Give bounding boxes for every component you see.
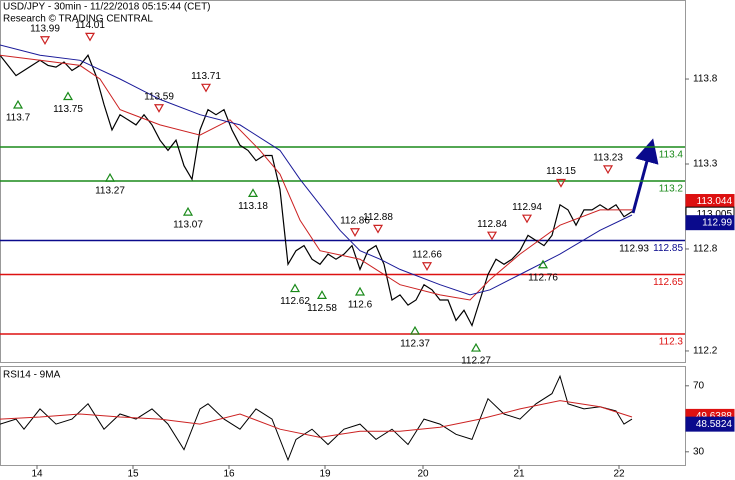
annotation-label: 112.62 [280, 296, 310, 307]
low-marker [62, 91, 74, 101]
x-tick-label: 14 [31, 469, 43, 480]
annotation-label: 112.84 [477, 219, 507, 230]
annotation-label: 112.66 [412, 249, 442, 260]
price-box [685, 416, 735, 432]
annotation-label: 113.71 [191, 71, 221, 82]
x-tick-label: 15 [127, 469, 139, 480]
annotation-label: 112.76 [528, 272, 558, 283]
price-box [685, 215, 735, 231]
annotation-label: 113.15 [546, 166, 576, 177]
level-label: 112.65 [653, 277, 683, 288]
annotation-label: 113.23 [593, 153, 623, 164]
low-marker [289, 283, 301, 293]
chart-subtitle: Research © TRADING CENTRAL [3, 14, 153, 25]
annotation-label: 112.37 [400, 339, 430, 350]
low-marker [354, 286, 366, 296]
price-box-label: 113.005 [697, 209, 733, 220]
x-tick-label: 19 [319, 469, 331, 480]
x-tick-label: 22 [613, 469, 625, 480]
level-label: 112.3 [659, 337, 684, 348]
price-box-label: 112.99 [702, 217, 732, 228]
rsi-line [0, 374, 633, 462]
rsi-average [0, 400, 633, 438]
low-marker [104, 172, 116, 182]
x-tick-label: 16 [223, 469, 235, 480]
y-tick-label: 70 [693, 380, 705, 391]
low-marker [182, 206, 194, 216]
annotation-label: 112.94 [512, 202, 542, 213]
y-tick-label: 30 [693, 446, 705, 457]
annotation-label: 113.7 [6, 113, 31, 124]
price-box-label: 113.044 [697, 196, 733, 207]
moving-average [0, 44, 633, 296]
level-label: 113.2 [659, 184, 684, 195]
annotation-label: 113.07 [173, 220, 203, 231]
high-marker [200, 83, 212, 93]
chart-title: USD/JPY - 30min - 11/22/2018 05:15:44 (C… [3, 2, 211, 13]
high-marker [84, 32, 96, 42]
low-marker [316, 290, 328, 299]
high-marker [372, 224, 384, 234]
low-marker [470, 342, 482, 352]
annotation-label: 114.01 [75, 20, 105, 31]
price-box-label: 49.6388 [696, 411, 733, 422]
low-marker [12, 99, 24, 109]
annotation-label: 113.27 [95, 186, 125, 197]
low-marker [247, 188, 259, 197]
high-marker [602, 165, 614, 175]
high-marker [555, 178, 567, 188]
annotation-label: 112.58 [307, 303, 337, 314]
annotation-label: 113.18 [238, 201, 268, 212]
high-marker [521, 214, 533, 224]
annotation-label: 113.75 [53, 104, 83, 115]
annotation-label: 113.99 [30, 23, 60, 34]
annotation-label: 112.86 [340, 215, 370, 226]
price-box-label: 48.5824 [696, 419, 733, 430]
y-tick-label: 113.3 [693, 159, 718, 170]
annotation-label: 112.6 [348, 300, 373, 311]
annotation-label: 112.88 [363, 212, 393, 223]
y-tick-label: 112.2 [693, 346, 718, 357]
x-tick-label: 21 [513, 469, 525, 480]
high-marker [486, 231, 498, 241]
high-marker [39, 36, 51, 45]
moving-average [0, 54, 632, 301]
level-label: 112.85 [653, 243, 683, 254]
high-marker [349, 228, 361, 237]
high-marker [153, 104, 165, 113]
level-label: 113.4 [659, 150, 684, 161]
annotation-label: 112.27 [461, 356, 491, 367]
x-tick-label: 20 [417, 469, 429, 480]
low-marker [409, 325, 421, 335]
rsi-title: RSI14 - 9MA [3, 370, 61, 381]
price-line [0, 54, 633, 328]
annotation-label: 113.59 [144, 91, 174, 102]
y-tick-label: 112.8 [693, 244, 718, 255]
low-marker [537, 259, 549, 269]
high-marker [421, 262, 433, 271]
annotation-label: 112.93 [619, 244, 649, 255]
y-tick-label: 113.8 [693, 74, 718, 85]
